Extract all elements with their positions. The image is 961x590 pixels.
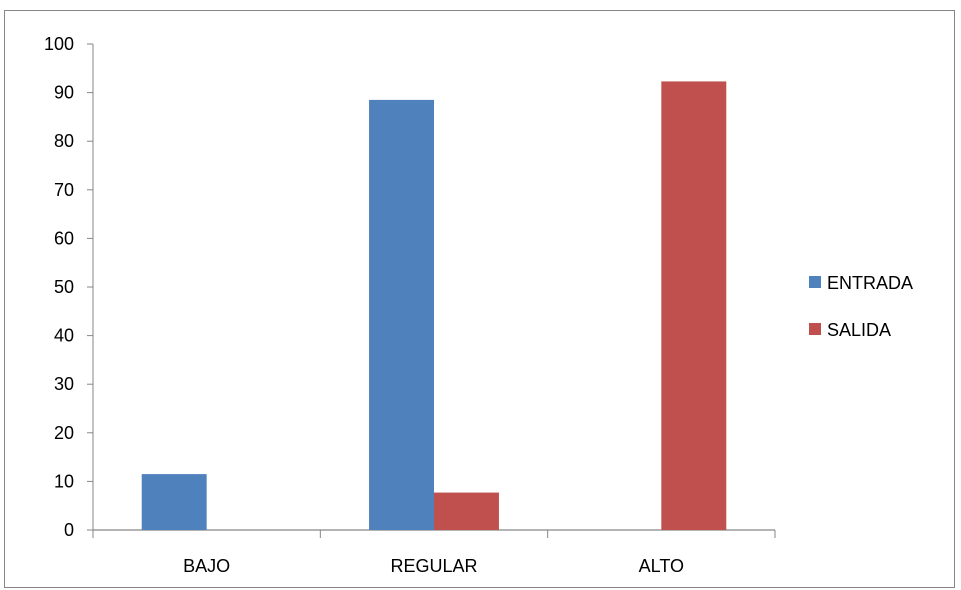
y-tick-label-60: 60 <box>54 228 74 248</box>
y-tick-label-70: 70 <box>54 180 74 200</box>
y-tick-label-10: 10 <box>54 471 74 491</box>
y-tick-label-20: 20 <box>54 423 74 443</box>
y-tick-label-50: 50 <box>54 277 74 297</box>
legend-swatch-salida <box>809 323 821 335</box>
bar-salida-alto <box>661 81 727 530</box>
y-tick-label-30: 30 <box>54 374 74 394</box>
x-tick-label-bajo: BAJO <box>183 556 230 576</box>
y-tick-label-40: 40 <box>54 326 74 346</box>
legend-label-salida: SALIDA <box>827 320 891 340</box>
legend-label-entrada: ENTRADA <box>827 273 913 293</box>
y-tick-label-80: 80 <box>54 131 74 151</box>
legend-swatch-entrada <box>809 276 821 288</box>
y-tick-label-90: 90 <box>54 83 74 103</box>
y-tick-label-100: 100 <box>44 34 74 54</box>
x-tick-label-alto: ALTO <box>639 556 684 576</box>
legend: ENTRADA SALIDA <box>809 273 913 340</box>
bars <box>141 81 727 530</box>
x-tick-label-regular: REGULAR <box>390 556 477 576</box>
bar-salida-regular <box>434 492 499 530</box>
bar-entrada-regular <box>369 99 434 530</box>
tick-labels: 0 10 20 30 40 50 60 70 80 90 100 BAJO REGULAR ALTO <box>44 34 684 576</box>
y-tick-label-0: 0 <box>64 520 74 540</box>
bar-entrada-bajo <box>141 474 207 530</box>
